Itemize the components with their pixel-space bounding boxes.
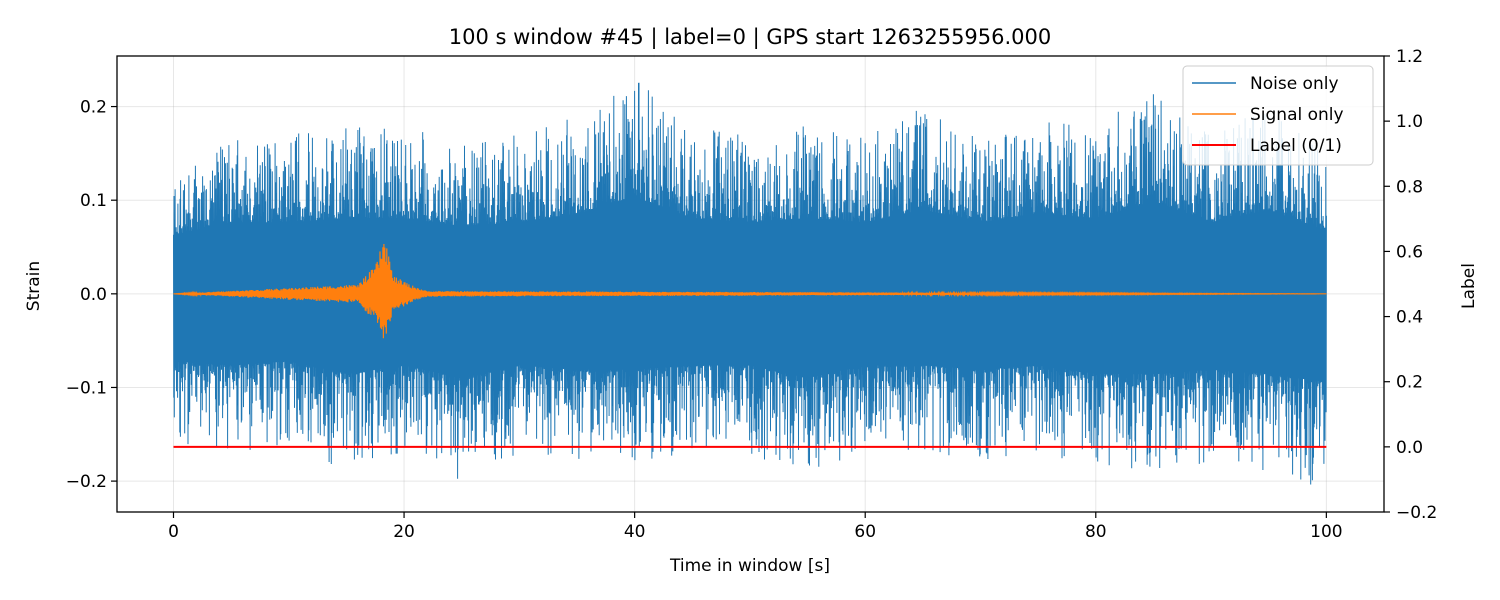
y-tick-label-2: 0.0 — [80, 285, 107, 305]
legend-label-noise: Noise only — [1250, 74, 1339, 94]
signal-series — [173, 243, 1327, 339]
x-tick-label-5: 100 — [1310, 522, 1342, 542]
x-axis-label: Time in window [s] — [669, 556, 830, 576]
y-axis-right: −0.2 0.0 0.2 0.4 0.6 0.8 1.0 1.2 — [1384, 47, 1437, 523]
y2-tick-label-7: 1.2 — [1396, 47, 1423, 67]
y2-tick-label-3: 0.4 — [1396, 308, 1423, 328]
x-tick-label-0: 0 — [168, 522, 179, 542]
y-tick-label-4: 0.2 — [80, 98, 107, 118]
y2-tick-label-0: −0.2 — [1396, 503, 1437, 523]
x-tick-label-2: 40 — [624, 522, 646, 542]
noise-series — [173, 82, 1327, 485]
y-axis-label: Strain — [24, 261, 44, 311]
x-tick-label-4: 80 — [1085, 522, 1107, 542]
y2-tick-label-5: 0.8 — [1396, 177, 1423, 197]
y-tick-label-3: 0.1 — [80, 191, 107, 211]
plot-frame — [116, 55, 1385, 513]
noise-line — [173, 82, 1327, 485]
y2-tick-label-6: 1.0 — [1396, 112, 1423, 132]
y2-axis-label: Label — [1459, 263, 1479, 309]
x-tick-label-1: 20 — [393, 522, 415, 542]
y2-tick-label-1: 0.0 — [1396, 438, 1423, 458]
signal-line — [173, 243, 1327, 339]
y-tick-label-0: −0.2 — [66, 472, 107, 492]
legend: Noise only Signal only Label (0/1) — [1182, 65, 1374, 166]
x-tick-label-3: 60 — [854, 522, 876, 542]
x-axis: 0 20 40 60 80 100 — [168, 512, 1343, 542]
chart-title: 100 s window #45 | label=0 | GPS start 1… — [449, 25, 1052, 50]
y-tick-label-1: −0.1 — [66, 378, 107, 398]
y-axis-left: −0.2 −0.1 0.0 0.1 0.2 — [66, 98, 117, 492]
y2-tick-label-2: 0.2 — [1396, 373, 1423, 393]
legend-label-label: Label (0/1) — [1250, 136, 1342, 156]
legend-box — [1182, 65, 1374, 166]
legend-label-signal: Signal only — [1250, 105, 1344, 125]
y2-tick-label-4: 0.6 — [1396, 242, 1423, 262]
